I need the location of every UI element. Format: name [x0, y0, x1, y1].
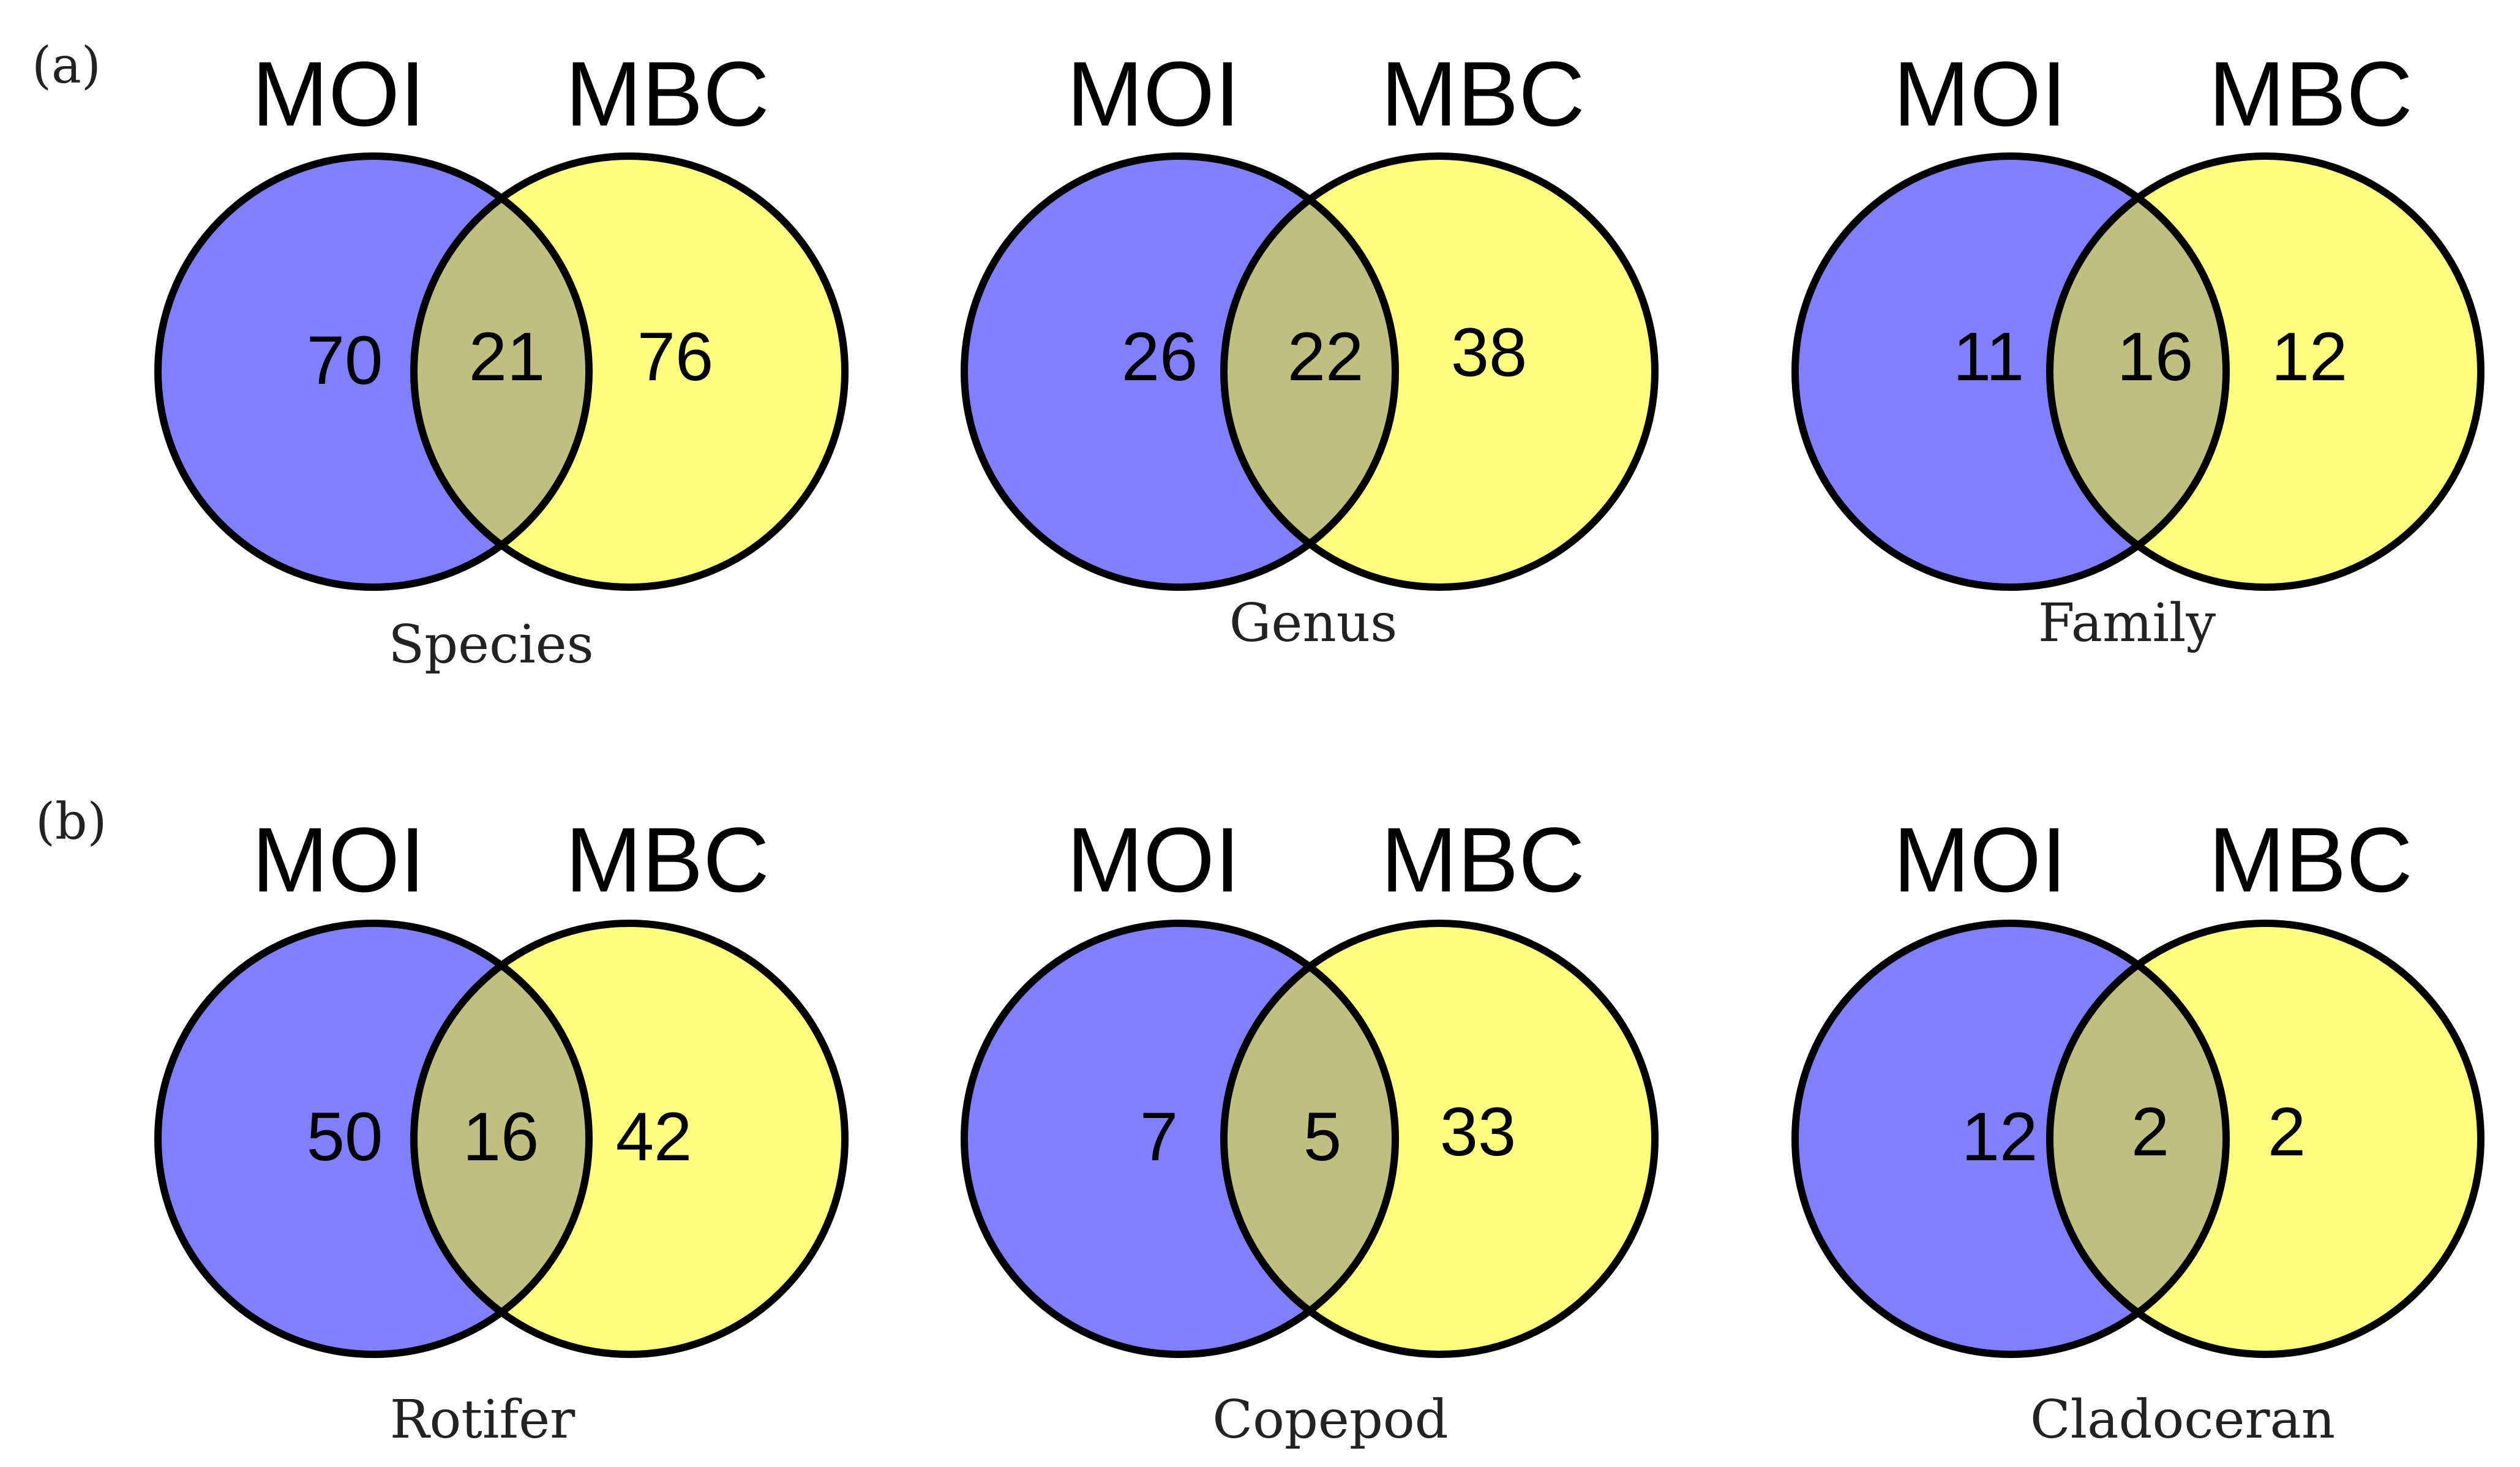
- shared-count: 21: [469, 318, 546, 395]
- overlap-region: [1224, 156, 1395, 587]
- mbc-only-count: 76: [637, 318, 714, 395]
- venn-diagram-copepod: MOI MBC 7 5 33 Copepod: [961, 808, 1659, 1450]
- venn-diagram-species: MOI MBC 70 21 76 Species: [154, 42, 849, 675]
- moi-label: MOI: [252, 808, 425, 911]
- mbc-only-count: 33: [1440, 1094, 1517, 1170]
- overlap-region: [414, 156, 589, 587]
- mbc-label: MBC: [2208, 808, 2412, 911]
- caption-cladoceran: Cladoceran: [2030, 1389, 2335, 1450]
- shared-count: 2: [2131, 1094, 2169, 1170]
- mbc-label: MBC: [565, 42, 769, 145]
- mbc-only-count: 2: [2268, 1094, 2306, 1170]
- panel-label-a: (a): [32, 37, 101, 95]
- caption-rotifer: Rotifer: [390, 1389, 576, 1450]
- moi-label: MOI: [1067, 808, 1240, 911]
- mbc-label: MBC: [1381, 42, 1584, 145]
- panel-label-b: (b): [36, 793, 107, 851]
- shared-count: 16: [463, 1098, 539, 1175]
- caption-genus: Genus: [1229, 593, 1398, 654]
- overlap-region: [414, 923, 589, 1354]
- moi-label: MOI: [1893, 808, 2066, 911]
- overlap-region: [2050, 923, 2226, 1354]
- mbc-only-count: 42: [616, 1098, 692, 1175]
- moi-label: MOI: [252, 42, 425, 145]
- overlap-region: [1224, 923, 1395, 1354]
- moi-label: MOI: [1067, 42, 1240, 145]
- moi-label: MOI: [1893, 42, 2066, 145]
- shared-count: 5: [1303, 1098, 1341, 1175]
- mbc-only-count: 38: [1451, 314, 1528, 391]
- shared-count: 16: [2117, 318, 2194, 395]
- mbc-label: MBC: [565, 808, 769, 911]
- venn-diagram-genus: MOI MBC 26 22 38 Genus: [961, 42, 1659, 654]
- moi-only-count: 70: [307, 322, 383, 399]
- mbc-only-count: 12: [2271, 318, 2348, 395]
- moi-only-count: 7: [1140, 1098, 1178, 1175]
- moi-only-count: 26: [1122, 318, 1198, 395]
- moi-only-count: 50: [307, 1098, 383, 1175]
- venn-diagram-cladoceran: MOI MBC 12 2 2 Cladoceran: [1791, 808, 2484, 1450]
- venn-diagram-family: MOI MBC 11 16 12 Family: [1791, 42, 2484, 654]
- overlap-region: [2050, 156, 2226, 587]
- caption-species: Species: [388, 614, 594, 675]
- mbc-label: MBC: [1381, 808, 1584, 911]
- moi-only-count: 12: [1962, 1098, 2038, 1175]
- mbc-label: MBC: [2208, 42, 2412, 145]
- caption-copepod: Copepod: [1212, 1389, 1448, 1450]
- venn-diagram-rotifer: MOI MBC 50 16 42 Rotifer: [154, 808, 849, 1450]
- moi-only-count: 11: [1953, 318, 2024, 395]
- shared-count: 22: [1288, 318, 1364, 395]
- caption-family: Family: [2038, 593, 2216, 654]
